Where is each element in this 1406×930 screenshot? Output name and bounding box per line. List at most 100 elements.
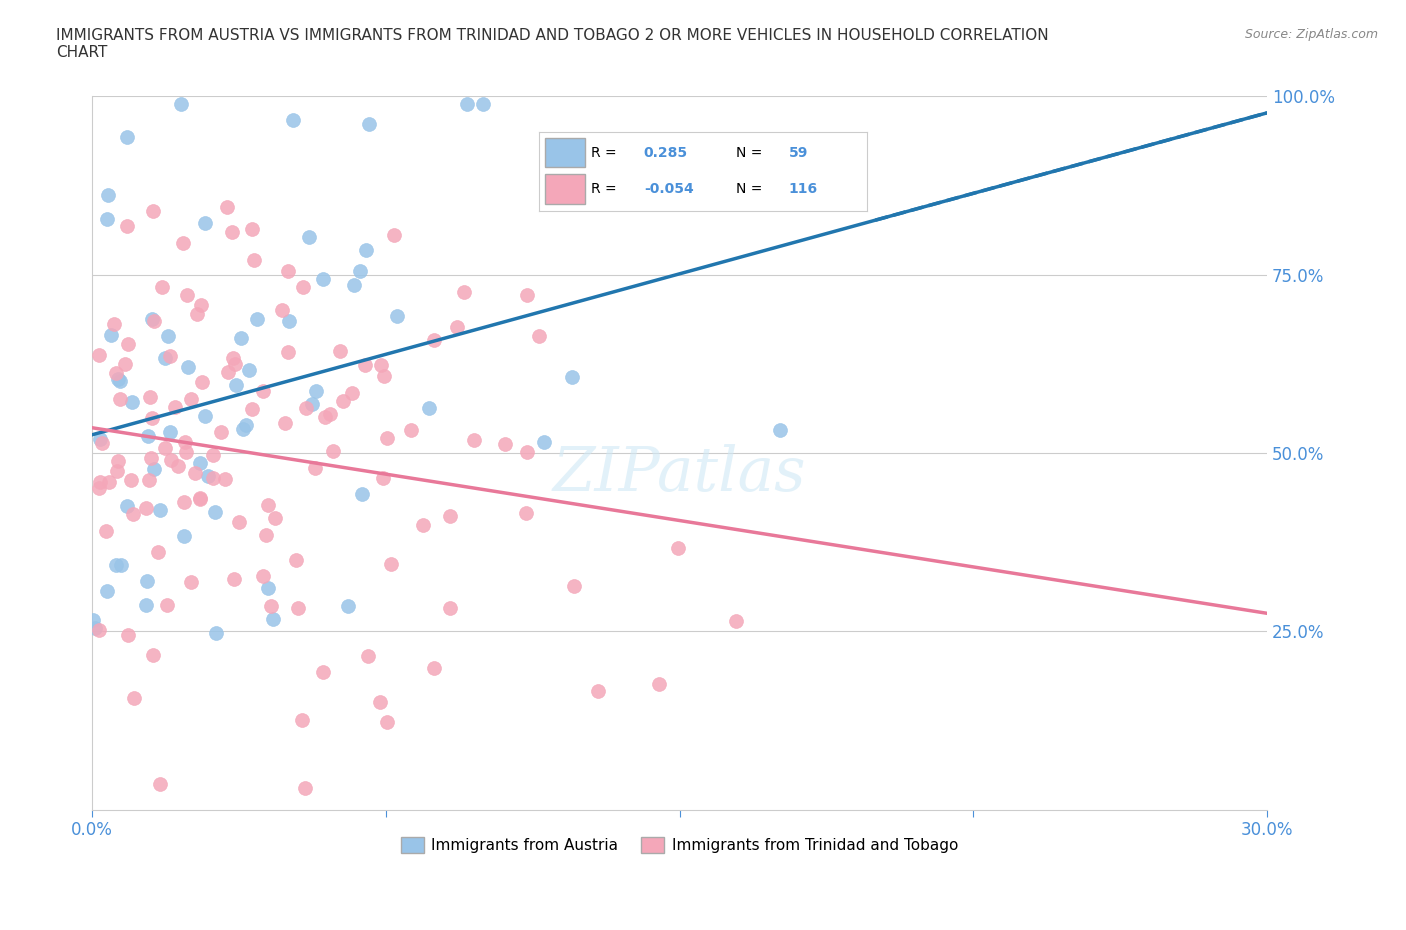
- Point: [343, 277, 366, 292]
- Point: [292, 279, 315, 294]
- Point: [274, 416, 297, 431]
- Point: [82, 613, 104, 628]
- Point: [276, 263, 298, 278]
- Point: [205, 626, 228, 641]
- Point: [439, 601, 461, 616]
- Point: [122, 507, 145, 522]
- Point: [204, 505, 226, 520]
- Point: [277, 313, 299, 328]
- Point: [254, 527, 277, 542]
- Point: [319, 406, 342, 421]
- Point: [188, 491, 211, 506]
- Point: [142, 204, 165, 219]
- Point: [105, 365, 128, 380]
- Point: [264, 511, 287, 525]
- Point: [136, 429, 159, 444]
- Point: [666, 540, 689, 555]
- Point: [224, 357, 246, 372]
- Point: [256, 498, 278, 512]
- Point: [105, 464, 128, 479]
- Point: [276, 345, 298, 360]
- Point: [349, 263, 371, 278]
- Point: [322, 444, 344, 458]
- Point: [724, 614, 747, 629]
- Point: [337, 598, 360, 613]
- Point: [103, 317, 125, 332]
- Point: [117, 628, 139, 643]
- Point: [159, 349, 181, 364]
- Point: [350, 486, 373, 501]
- Point: [354, 243, 377, 258]
- Point: [176, 359, 198, 374]
- Point: [287, 601, 309, 616]
- Point: [172, 236, 194, 251]
- Point: [312, 272, 335, 286]
- Point: [115, 219, 138, 233]
- Point: [221, 224, 243, 239]
- Point: [246, 312, 269, 326]
- Point: [439, 509, 461, 524]
- Point: [107, 371, 129, 386]
- Point: [769, 422, 792, 437]
- Point: [294, 780, 316, 795]
- Point: [382, 227, 405, 242]
- Point: [110, 557, 132, 572]
- Point: [201, 447, 224, 462]
- Point: [238, 363, 260, 378]
- Point: [371, 471, 394, 485]
- Point: [156, 597, 179, 612]
- Point: [150, 279, 173, 294]
- Point: [453, 285, 475, 299]
- Point: [373, 369, 395, 384]
- Point: [314, 409, 336, 424]
- Point: [142, 648, 165, 663]
- Point: [561, 370, 583, 385]
- Point: [90, 436, 112, 451]
- Point: [166, 459, 188, 474]
- Point: [174, 445, 197, 459]
- Point: [304, 460, 326, 475]
- Point: [100, 327, 122, 342]
- Point: [184, 466, 207, 481]
- Point: [153, 441, 176, 456]
- Point: [353, 358, 375, 373]
- Point: [136, 573, 159, 588]
- Point: [139, 390, 162, 405]
- Point: [399, 423, 422, 438]
- Point: [370, 357, 392, 372]
- Point: [94, 524, 117, 538]
- Point: [214, 472, 236, 486]
- Point: [121, 395, 143, 410]
- Point: [202, 471, 225, 485]
- Point: [190, 375, 212, 390]
- Point: [235, 418, 257, 432]
- Point: [89, 474, 111, 489]
- Point: [242, 253, 264, 268]
- Point: [222, 350, 245, 365]
- Point: [84, 621, 107, 636]
- Point: [357, 116, 380, 131]
- Point: [89, 432, 111, 446]
- Point: [456, 96, 478, 111]
- Point: [197, 469, 219, 484]
- Point: [209, 425, 232, 440]
- Point: [190, 298, 212, 312]
- Point: [332, 394, 354, 409]
- Point: [217, 200, 239, 215]
- Point: [96, 187, 118, 202]
- Point: [117, 337, 139, 352]
- Point: [252, 568, 274, 583]
- Point: [89, 348, 111, 363]
- Point: [562, 578, 585, 593]
- Point: [173, 529, 195, 544]
- Point: [647, 677, 669, 692]
- Point: [155, 351, 177, 365]
- Point: [149, 502, 172, 517]
- Point: [143, 314, 166, 329]
- Point: [423, 660, 446, 675]
- Point: [423, 332, 446, 347]
- Point: [472, 96, 495, 111]
- Point: [262, 612, 284, 627]
- Point: [217, 365, 239, 379]
- Point: [222, 572, 245, 587]
